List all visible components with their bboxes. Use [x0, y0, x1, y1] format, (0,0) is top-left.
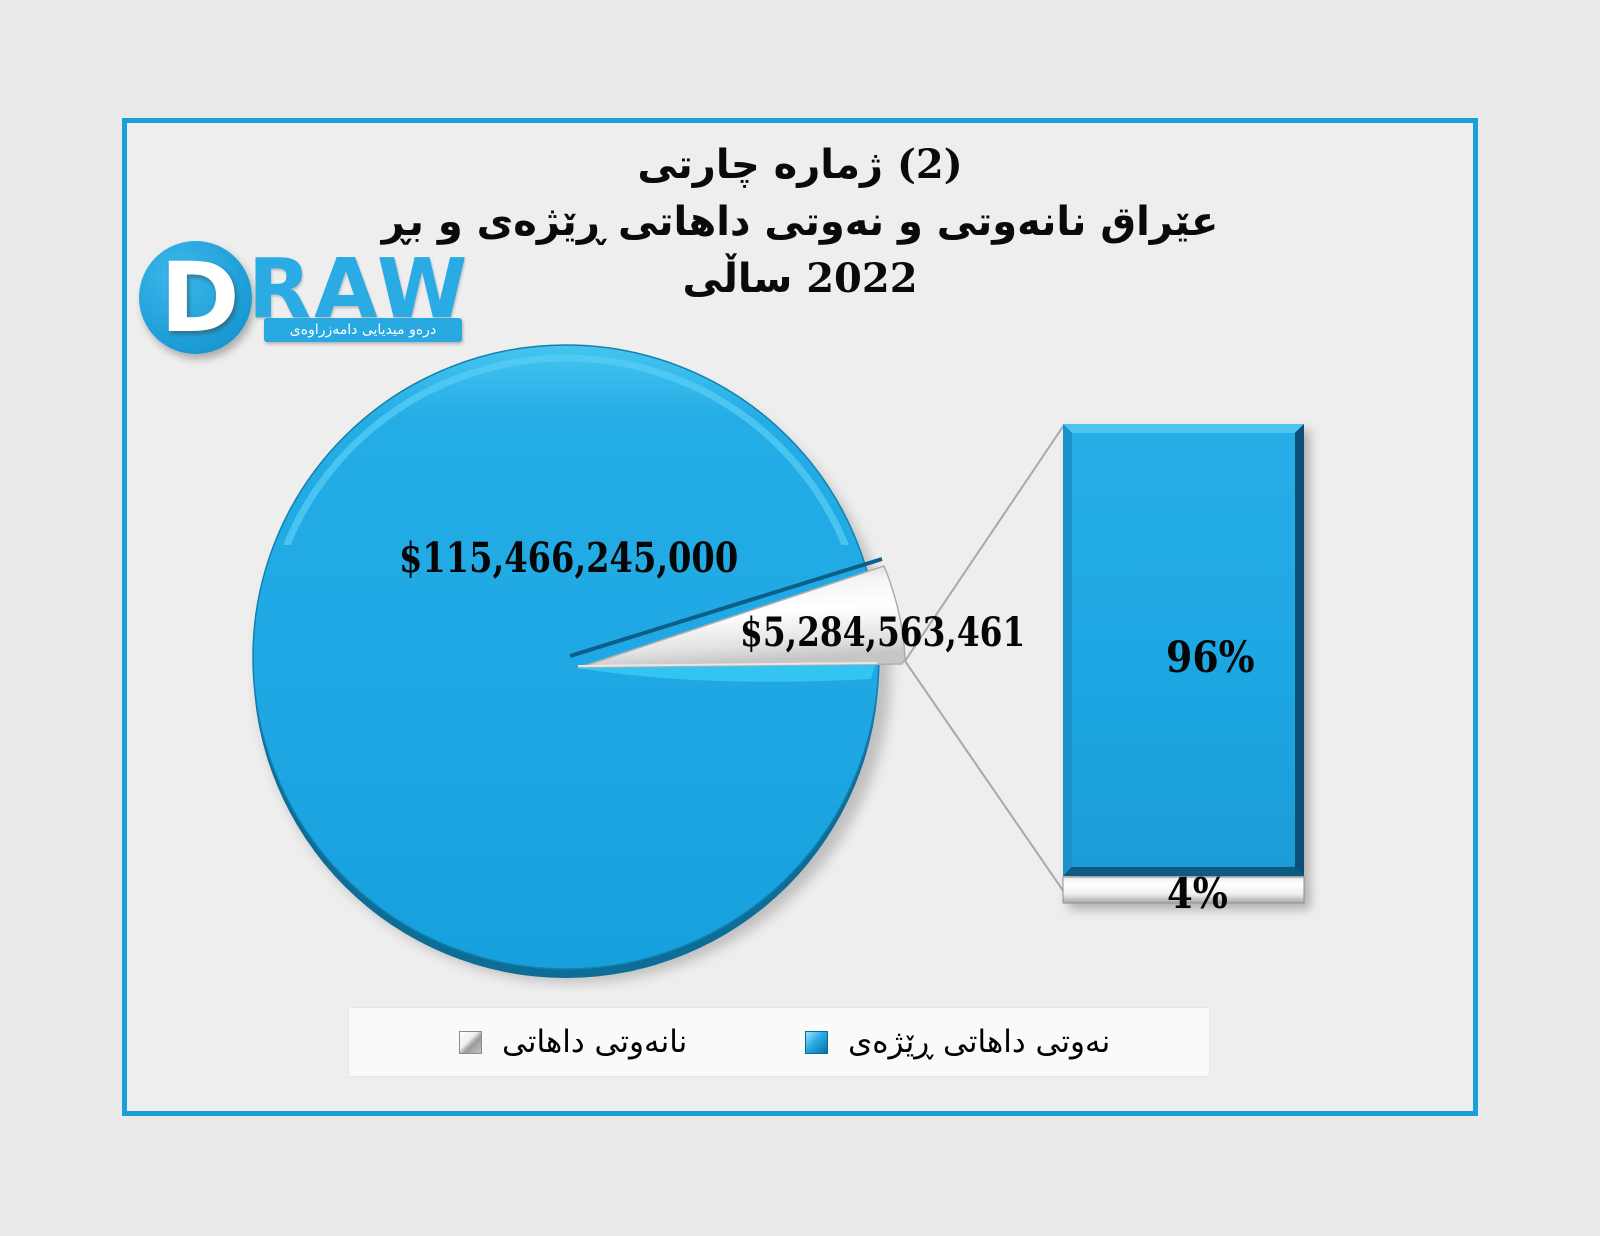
connector-line-top — [904, 424, 1065, 662]
draw-logo-raw: RAW — [248, 242, 471, 337]
pie-slice-nonoil — [577, 565, 906, 669]
chart-title-line3: 2022 ساڵی — [682, 255, 918, 302]
pie-cut-lip-highlight — [578, 665, 875, 682]
connector-line-bottom — [904, 660, 1065, 893]
bar-segment-oil-96 — [1072, 433, 1295, 867]
draw-logo-d: D — [160, 242, 240, 354]
bar-bevel-left — [1063, 424, 1072, 876]
legend-item-oil: نەوتی داهاتی ڕێژەی — [805, 1008, 1110, 1076]
stacked-bar — [1062, 424, 1305, 904]
chart-title: (2) ژماره چارتی عێراق نانەوتی و نەوتی دا… — [122, 136, 1478, 307]
legend-swatch-nonoil-icon — [459, 1030, 482, 1054]
draw-logo-circle — [139, 241, 252, 354]
legend-label-nonoil: نانەوتی داهاتی — [502, 1024, 688, 1060]
nonoil-revenue-value-label: $5,284,563,461 — [740, 609, 1026, 656]
bar-bevel-right — [1295, 424, 1304, 876]
chart-title-line2: عێراق نانەوتی و نەوتی داهاتی ڕێژەی و بڕ — [381, 198, 1219, 245]
bar-bevel-top — [1063, 424, 1304, 433]
nonoil-percent-label: 4% — [1167, 869, 1228, 918]
legend-swatch-oil-icon — [805, 1030, 828, 1054]
oil-revenue-value-label: $115,466,245,000 — [399, 534, 739, 582]
pie-cut-edge-dark — [569, 557, 883, 658]
draw-logo-banner: درەو میدیایی دامەزراوەی — [264, 318, 462, 342]
chart-legend: نانەوتی داهاتی نەوتی داهاتی ڕێژەی — [348, 1007, 1210, 1077]
pie-top-highlight — [283, 354, 849, 545]
bar-segment-nonoil-4 — [1062, 876, 1305, 904]
legend-label-oil: نەوتی داهاتی ڕێژەی — [848, 1024, 1111, 1060]
bar-bevel-bottom — [1063, 867, 1304, 876]
legend-item-nonoil: نانەوتی داهاتی — [459, 1008, 687, 1076]
chart-title-line1: (2) ژماره چارتی — [637, 141, 963, 188]
pie-cut-edge-light — [577, 662, 878, 667]
oil-percent-label: 96% — [1166, 633, 1255, 683]
